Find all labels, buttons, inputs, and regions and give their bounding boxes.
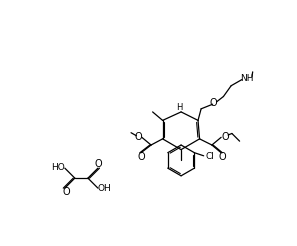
Text: OH: OH bbox=[98, 184, 112, 193]
Text: H: H bbox=[176, 103, 183, 112]
Text: O: O bbox=[137, 152, 145, 162]
Text: O: O bbox=[218, 152, 226, 162]
Text: NH: NH bbox=[241, 74, 254, 82]
Text: O: O bbox=[95, 159, 102, 169]
Text: O: O bbox=[210, 98, 217, 108]
Text: O: O bbox=[135, 132, 143, 141]
Text: O: O bbox=[221, 132, 229, 141]
Text: O: O bbox=[63, 187, 70, 197]
Text: Cl: Cl bbox=[206, 152, 214, 161]
Text: HO: HO bbox=[51, 163, 65, 172]
